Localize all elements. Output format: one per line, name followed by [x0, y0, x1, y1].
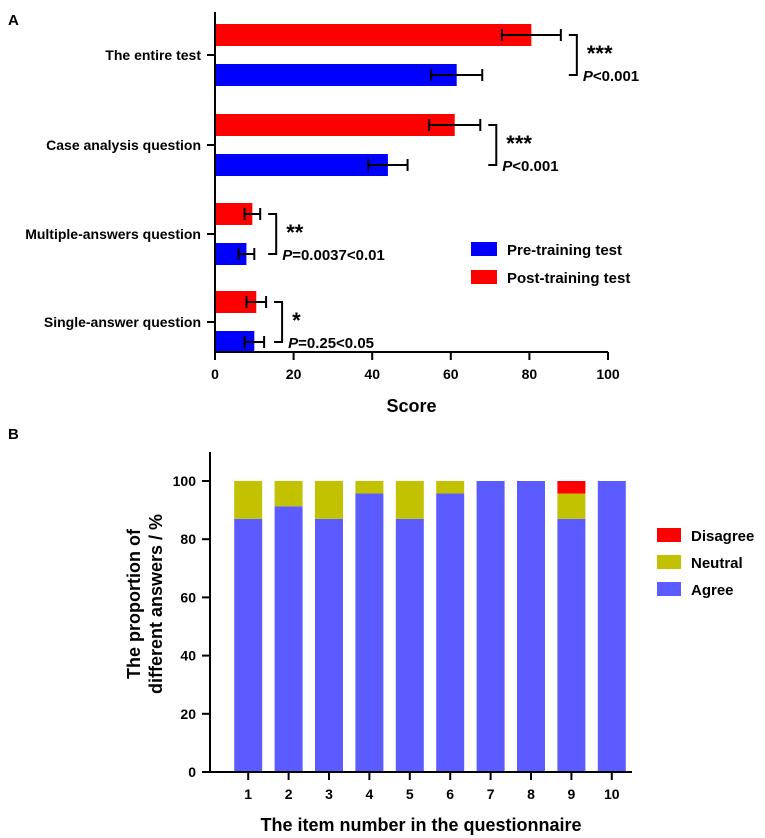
p-value-text: =0.0037<0.01 [292, 247, 385, 264]
x-tick-label: 2 [285, 786, 293, 802]
p-value-label: P=0.0037<0.01 [282, 247, 385, 264]
panel-a-label: A [8, 12, 19, 29]
category-label: Case analysis question [46, 137, 201, 153]
significance-stars: *** [587, 41, 613, 66]
y-axis-title-line: The proportion of [124, 528, 144, 679]
p-value-label: P<0.001 [583, 68, 639, 85]
panel-b-label: B [8, 426, 19, 443]
pre-training-bar [215, 64, 457, 86]
significance-bracket [488, 124, 498, 166]
x-tick-label: 10 [604, 786, 620, 802]
x-tick-label: 6 [446, 786, 454, 802]
legend-swatch [471, 270, 497, 284]
p-value-label: P=0.25<0.05 [288, 335, 374, 352]
p-symbol: P [502, 158, 513, 175]
bar-segment-neutral [436, 481, 465, 494]
x-tick-label: 60 [443, 366, 459, 382]
x-tick-label: 9 [568, 786, 576, 802]
x-tick-label: 20 [286, 366, 302, 382]
bar-segment-neutral [274, 481, 303, 507]
y-axis-title: The proportion of different answers / % [124, 514, 166, 694]
bar-segment-neutral [557, 493, 586, 519]
significance-bracket [568, 34, 578, 76]
bar-segment-agree [395, 518, 424, 772]
legend-swatch [657, 555, 681, 569]
post-training-bar [215, 203, 253, 225]
y-tick-label: 40 [180, 648, 196, 664]
x-tick-label: 3 [325, 786, 333, 802]
p-symbol: P [282, 247, 293, 264]
y-tick-label: 60 [180, 589, 196, 605]
bar-segment-neutral [395, 481, 424, 519]
x-tick-label: 80 [522, 366, 538, 382]
x-tick-label: 8 [527, 786, 535, 802]
bar-segment-agree [517, 481, 545, 772]
bar-segment-agree [476, 481, 505, 772]
y-tick-label: 0 [188, 764, 196, 780]
y-axis-title-line: different answers / % [146, 514, 166, 694]
p-symbol: P [288, 335, 299, 352]
y-tick-label: 80 [180, 531, 196, 547]
pre-training-bar [215, 154, 388, 176]
bar-segment-agree [557, 518, 586, 772]
legend-label: Neutral [691, 555, 743, 572]
bar-segment-agree [315, 518, 343, 772]
x-tick-label: 0 [211, 366, 219, 382]
legend-swatch [657, 582, 681, 596]
significance-bracket [274, 301, 284, 343]
x-tick-label: 40 [364, 366, 380, 382]
significance-stars: ** [286, 220, 304, 245]
p-value-text: =0.25<0.05 [298, 335, 374, 352]
x-tick-label: 1 [244, 786, 252, 802]
x-axis-title: The item number in the questionnaire [260, 815, 581, 835]
p-value-text: <0.001 [593, 68, 639, 85]
bar-segment-agree [597, 481, 626, 772]
bar-segment-disagree [557, 481, 586, 494]
x-tick-label: 5 [406, 786, 414, 802]
category-label: The entire test [105, 47, 201, 63]
post-training-bar [215, 114, 455, 136]
p-symbol: P [583, 68, 594, 85]
y-tick-label: 100 [173, 473, 197, 489]
x-tick-label: 7 [487, 786, 495, 802]
bar-segment-agree [274, 506, 303, 772]
bar-segment-agree [234, 518, 263, 772]
category-label: Multiple-answers question [25, 226, 201, 242]
category-label: Single-answer question [44, 314, 201, 330]
legend-label: Disagree [691, 528, 754, 545]
bar-segment-neutral [315, 481, 343, 519]
x-axis-title: Score [386, 396, 436, 416]
legend-label: Post-training test [507, 270, 630, 287]
legend-label: Agree [691, 582, 734, 599]
bar-segment-neutral [234, 481, 263, 519]
legend-swatch [657, 528, 681, 542]
bar-segment-neutral [355, 481, 384, 494]
y-tick-label: 20 [180, 706, 196, 722]
significance-bracket [268, 213, 278, 255]
p-value-label: P<0.001 [502, 158, 558, 175]
significance-stars: *** [506, 131, 532, 156]
p-value-text: <0.001 [512, 158, 558, 175]
bar-segment-agree [436, 493, 465, 772]
bar-segment-agree [355, 493, 384, 772]
legend-label: Pre-training test [507, 242, 622, 259]
post-training-bar [215, 24, 532, 46]
legend-swatch [471, 242, 497, 256]
x-tick-label: 100 [596, 366, 620, 382]
x-tick-label: 4 [366, 786, 374, 802]
significance-stars: * [292, 308, 301, 333]
